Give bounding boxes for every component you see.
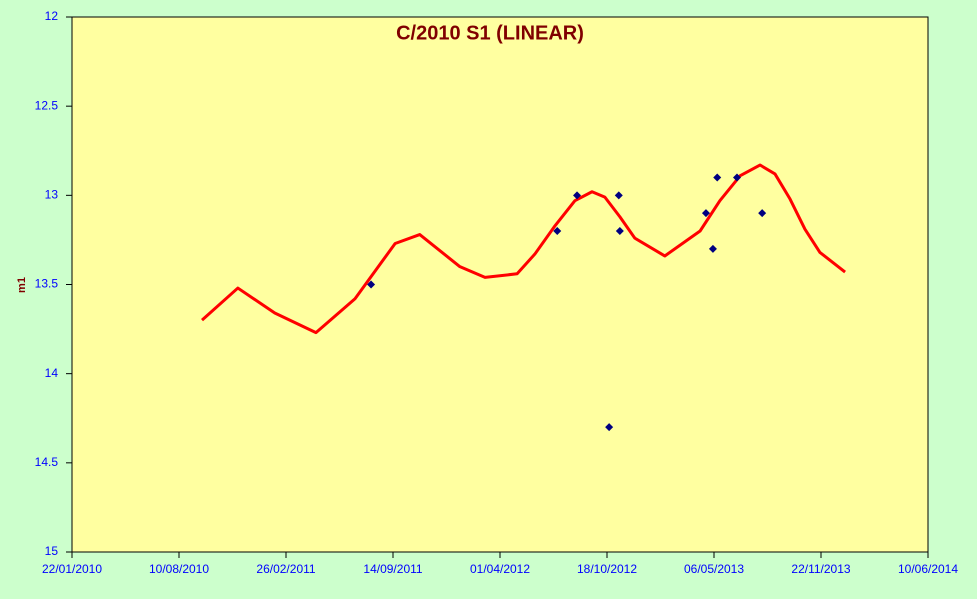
data-point	[615, 227, 624, 235]
data-point	[733, 173, 742, 182]
x-tick-label: 06/05/2013	[684, 562, 744, 576]
chart-title: C/2010 S1 (LINEAR)	[396, 22, 584, 44]
plot-area	[71, 16, 929, 553]
y-tick-label: 13.5	[35, 277, 59, 291]
data-point	[614, 191, 623, 200]
x-tick-label: 14/09/2011	[363, 562, 422, 576]
data-point	[367, 280, 376, 289]
x-tick-label: 22/11/2013	[791, 562, 850, 576]
x-tick-label: 10/08/2010	[149, 562, 209, 576]
y-tick-label: 15	[45, 544, 59, 558]
y-tick-label: 12.5	[35, 98, 59, 112]
y-tick-label: 14	[45, 366, 59, 380]
y-tick-label: 12	[45, 9, 59, 23]
y-axis-label: m1	[16, 277, 28, 293]
data-point	[713, 173, 722, 182]
curve	[201, 163, 846, 335]
data-point	[553, 227, 562, 235]
x-tick-label: 10/06/2014	[898, 562, 958, 576]
data-point	[708, 244, 717, 253]
x-tick-label: 01/04/2012	[470, 562, 530, 576]
data-point	[758, 209, 767, 218]
data-point	[701, 209, 710, 218]
x-tick-label: 26/02/2011	[256, 562, 315, 576]
y-tick-label: 13	[45, 188, 59, 202]
y-tick-label: 14.5	[35, 455, 59, 469]
x-tick-label: 18/10/2012	[577, 562, 637, 576]
x-tick-label: 22/01/2010	[42, 562, 102, 576]
data-point	[605, 423, 614, 432]
data-point	[573, 191, 582, 200]
